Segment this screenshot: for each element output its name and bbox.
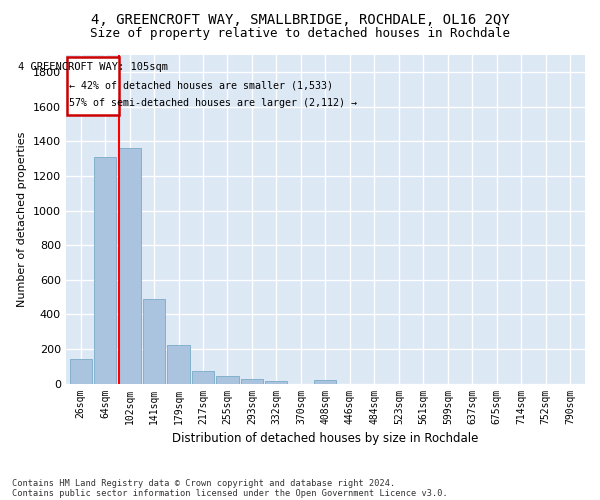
X-axis label: Distribution of detached houses by size in Rochdale: Distribution of detached houses by size … xyxy=(172,432,479,445)
Bar xyxy=(265,381,287,384)
Text: 4, GREENCROFT WAY, SMALLBRIDGE, ROCHDALE, OL16 2QY: 4, GREENCROFT WAY, SMALLBRIDGE, ROCHDALE… xyxy=(91,12,509,26)
Y-axis label: Number of detached properties: Number of detached properties xyxy=(17,132,28,307)
Text: Contains public sector information licensed under the Open Government Licence v3: Contains public sector information licen… xyxy=(12,488,448,498)
Text: Size of property relative to detached houses in Rochdale: Size of property relative to detached ho… xyxy=(90,28,510,40)
Bar xyxy=(217,376,239,384)
Bar xyxy=(192,370,214,384)
Text: 4 GREENCROFT WAY: 105sqm: 4 GREENCROFT WAY: 105sqm xyxy=(18,62,168,72)
Bar xyxy=(167,344,190,384)
Bar xyxy=(94,157,116,384)
Text: Contains HM Land Registry data © Crown copyright and database right 2024.: Contains HM Land Registry data © Crown c… xyxy=(12,478,395,488)
Bar xyxy=(314,380,337,384)
Bar xyxy=(119,148,140,384)
Bar xyxy=(241,378,263,384)
Text: 57% of semi-detached houses are larger (2,112) →: 57% of semi-detached houses are larger (… xyxy=(69,98,357,108)
Bar xyxy=(70,360,92,384)
Text: ← 42% of detached houses are smaller (1,533): ← 42% of detached houses are smaller (1,… xyxy=(69,80,333,90)
Bar xyxy=(143,299,165,384)
Bar xyxy=(67,56,119,114)
